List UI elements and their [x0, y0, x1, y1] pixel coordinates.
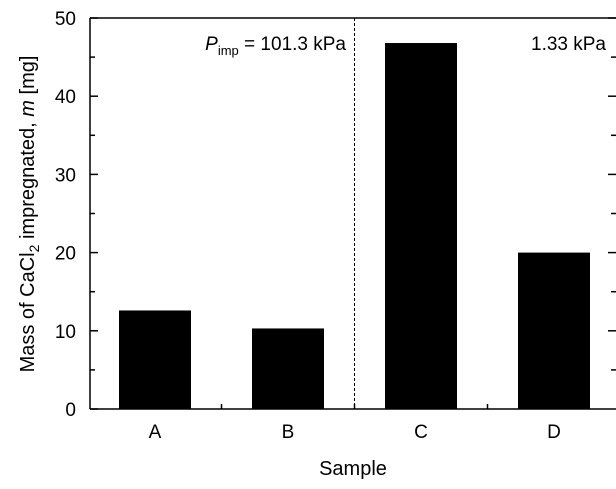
annotation-right: 1.33 kPa [531, 34, 606, 55]
y-tick-label: 20 [55, 244, 76, 265]
right-axis-ticks [608, 17, 616, 371]
y-axis-title: Mass of CaCl2 impregnated, m [mg] [17, 56, 42, 373]
y-axis-ticks: 0 10 20 30 40 50 [55, 9, 98, 421]
y-tick-label: 50 [55, 9, 76, 30]
bar-A [119, 310, 191, 409]
y-tick-label: 30 [55, 165, 76, 186]
y-axis-title-variable: m [17, 100, 39, 117]
y-axis-title-unit: [mg] [17, 56, 39, 100]
y-tick-label: 40 [55, 87, 76, 108]
x-tick-label-B: B [282, 422, 295, 443]
y-axis-title-prefix: Mass of CaCl [17, 252, 39, 372]
annotation-left: Pimp = 101.3 kPa [205, 34, 346, 58]
y-axis-title-subscript: 2 [26, 244, 42, 252]
bar-C [385, 43, 457, 410]
x-axis-ticks: A B C D [149, 401, 561, 443]
bars-group [119, 43, 590, 410]
y-axis-title-middle: impregnated, [17, 117, 39, 245]
x-axis-title: Sample [319, 458, 387, 480]
x-tick-label-C: C [414, 422, 428, 443]
x-tick-label-D: D [547, 422, 561, 443]
annotation-left-text: = 101.3 kPa [239, 34, 347, 55]
y-tick-label: 10 [55, 322, 76, 343]
annotation-left-subscript: imp [218, 43, 239, 58]
bar-D [518, 252, 590, 409]
bar-B [252, 328, 324, 409]
x-tick-label-A: A [149, 422, 162, 443]
y-tick-label: 0 [65, 400, 76, 421]
annotation-left-symbol: P [205, 34, 218, 55]
